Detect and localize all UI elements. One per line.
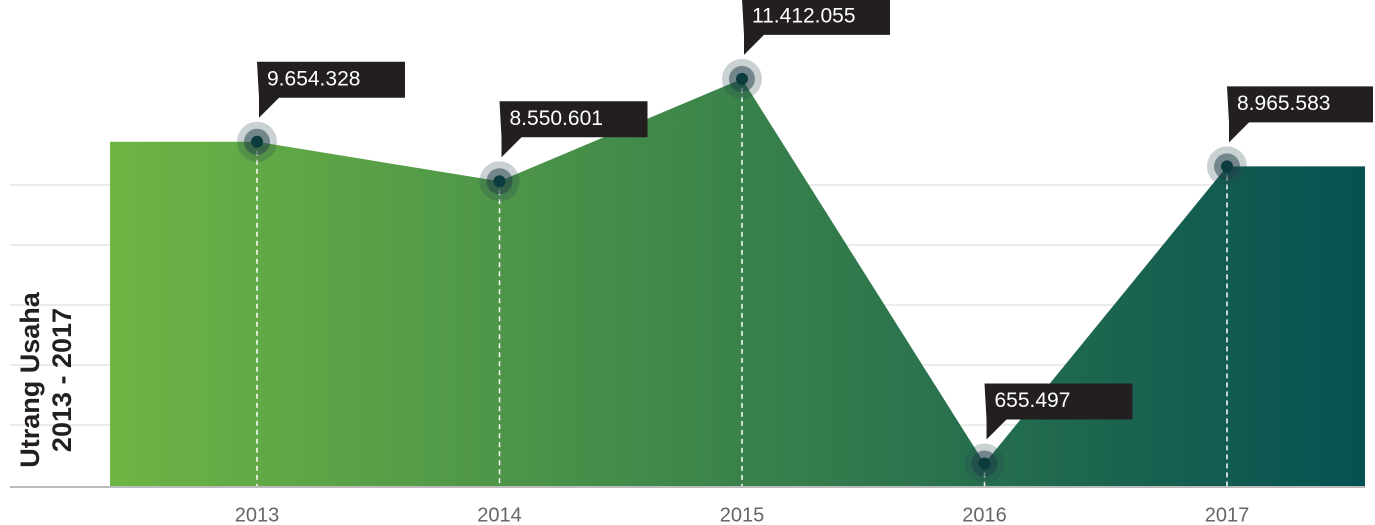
marker xyxy=(736,72,748,85)
value-label: 655.497 xyxy=(995,389,1071,412)
label-box xyxy=(742,0,890,55)
x-tick-label: 2015 xyxy=(720,504,765,525)
value-label: 9.654.328 xyxy=(267,67,360,90)
plot: 9.654.328 8.550.601 11.412.055 655.497 8.965… xyxy=(110,0,1373,488)
label-box xyxy=(257,61,405,118)
value-label: 11.412.055 xyxy=(752,4,856,27)
x-tick-label: 2013 xyxy=(235,504,280,525)
x-tick-label: 2016 xyxy=(962,504,1007,525)
label-box xyxy=(984,383,1133,440)
value-label: 8.550.601 xyxy=(510,107,603,130)
marker xyxy=(978,457,991,470)
y-axis-label: Utrang Usaha xyxy=(15,291,45,468)
x-tick-label: 2014 xyxy=(477,504,522,525)
x-tick-label: 2017 xyxy=(1205,504,1250,525)
marker xyxy=(493,175,506,188)
value-label: 8.965.583 xyxy=(1237,92,1330,115)
label-box xyxy=(499,101,648,158)
y-axis-label: 2013 - 2017 xyxy=(47,308,77,452)
marker xyxy=(1221,160,1233,173)
area xyxy=(110,78,1365,488)
label-box xyxy=(1227,86,1373,143)
marker xyxy=(251,135,263,148)
